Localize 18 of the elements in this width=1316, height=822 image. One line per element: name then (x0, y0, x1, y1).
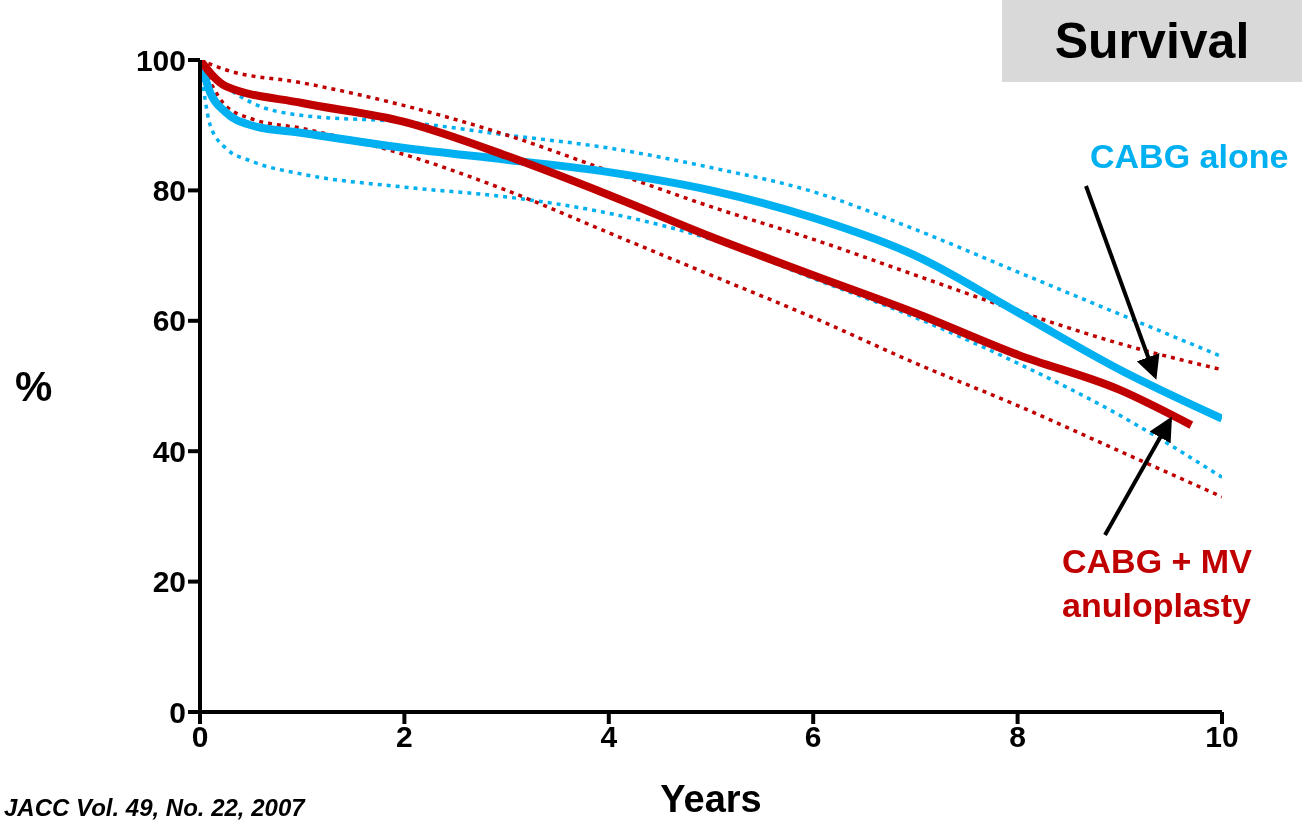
y-tick-label: 40 (152, 434, 186, 468)
chart-title: Survival (1002, 0, 1302, 82)
text: JACC Vol. 49, No. 22, 2007 (4, 794, 307, 821)
y-tick-label: 20 (152, 565, 186, 599)
x-axis-title: Years (660, 778, 762, 820)
x-tick-label: 6 (804, 720, 822, 754)
x-tick-label: 0 (191, 720, 209, 754)
text: CABG alone (1090, 137, 1289, 175)
y-tick-label: 60 (152, 304, 186, 338)
text: CABG + MV anuloplasty (1062, 542, 1253, 624)
y-tick-label: 0 (169, 695, 186, 729)
x-tick-label: 4 (600, 720, 618, 754)
y-axis-title: % (15, 362, 53, 410)
x-tick-label: 2 (396, 720, 413, 754)
x-tick-label: 8 (1009, 720, 1026, 754)
x-tick-label: 10 (1205, 720, 1239, 754)
y-tick-label: 100 (135, 43, 186, 77)
y-tick-label: 80 (152, 174, 186, 208)
